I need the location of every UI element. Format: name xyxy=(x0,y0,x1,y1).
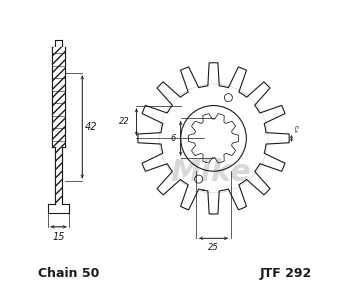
Bar xyxy=(52,47,65,147)
Text: 6: 6 xyxy=(170,134,176,143)
Text: 15: 15 xyxy=(52,232,65,242)
Text: 42: 42 xyxy=(85,122,98,132)
Text: n: n xyxy=(295,125,299,130)
Text: JTF 292: JTF 292 xyxy=(260,267,312,280)
Bar xyxy=(55,147,62,204)
Text: k: k xyxy=(295,129,298,134)
Text: 25: 25 xyxy=(208,243,219,252)
Text: Mike: Mike xyxy=(170,158,251,187)
Text: Chain 50: Chain 50 xyxy=(38,267,99,280)
Text: 22: 22 xyxy=(119,118,130,127)
